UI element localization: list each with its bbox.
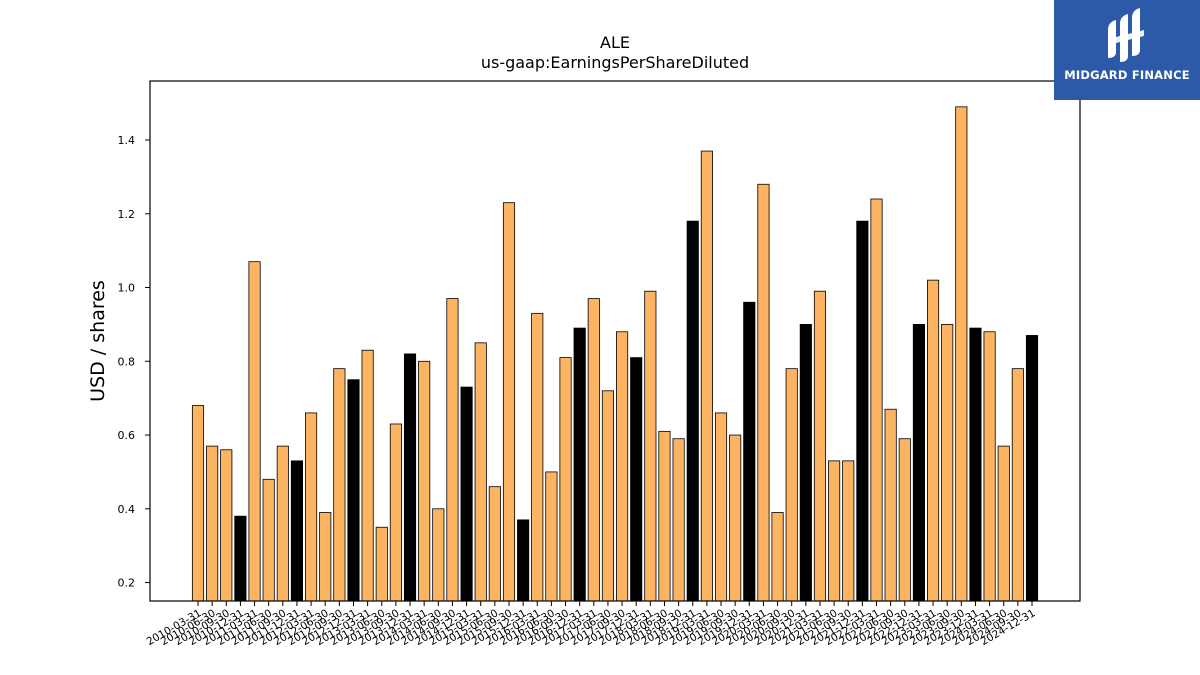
bar-2011-03-31 — [248, 261, 261, 602]
bar-2016-06-30 — [545, 471, 558, 602]
bar-2023-06-30 — [941, 323, 954, 602]
bar-2022-06-30 — [884, 408, 897, 602]
bar-2024-12-31 — [1025, 335, 1039, 602]
bar-2014-03-31 — [418, 360, 431, 602]
y-axis: 0.2 0.4 0.6 0.8 1.0 1.2 1.4 — [118, 134, 150, 590]
y-tick-label: 0.8 — [118, 355, 136, 368]
plot-frame — [149, 80, 1081, 602]
bar-2023-12-31 — [969, 327, 982, 602]
y-tick-label: 0.2 — [118, 577, 136, 590]
bar-2024-09-30 — [1011, 368, 1024, 602]
bar-2017-12-31 — [630, 357, 643, 602]
bar-2024-03-31 — [983, 331, 996, 602]
bar-2017-09-30 — [616, 331, 629, 602]
y-tick-label: 1.0 — [118, 282, 136, 295]
chart-title: ALE — [600, 33, 630, 52]
y-tick-label: 1.4 — [118, 134, 136, 147]
bar-2015-12-31 — [517, 519, 530, 602]
bar-2017-03-31 — [587, 298, 600, 602]
bar-2012-03-31 — [305, 412, 318, 602]
brand-logo: MIDGARD FINANCE — [1054, 0, 1200, 100]
chart-subtitle: us-gaap:EarningsPerShareDiluted — [481, 53, 749, 72]
bar-2013-12-31 — [403, 353, 417, 602]
bar-2010-03-31 — [191, 405, 205, 602]
bars-layer — [191, 106, 1039, 602]
bar-2023-03-31 — [927, 279, 940, 602]
bar-2016-09-30 — [559, 357, 572, 602]
bar-2015-09-30 — [502, 202, 516, 602]
bar-2012-06-30 — [319, 512, 332, 602]
bar-2015-06-30 — [488, 486, 501, 602]
bar-2016-03-31 — [531, 312, 544, 602]
midgard-logo-icon — [1108, 8, 1144, 62]
brand-name: MIDGARD FINANCE — [1064, 68, 1190, 82]
bar-2018-09-30 — [672, 438, 685, 602]
bar-2022-12-31 — [912, 323, 925, 602]
bar-2010-06-30 — [206, 445, 219, 602]
bar-2014-09-30 — [446, 298, 459, 602]
bar-2013-03-31 — [361, 349, 374, 602]
bar-2016-12-31 — [573, 327, 586, 602]
bar-2021-09-30 — [842, 460, 855, 602]
bar-2019-12-31 — [743, 301, 756, 602]
bar-2020-09-30 — [785, 368, 798, 602]
bar-2022-09-30 — [898, 438, 911, 602]
bar-2021-06-30 — [828, 460, 841, 602]
y-tick-label: 1.2 — [118, 208, 136, 221]
y-tick-label: 0.4 — [118, 503, 136, 516]
bar-2019-06-30 — [714, 412, 728, 602]
bar-2014-06-30 — [432, 508, 445, 602]
y-tick-label: 0.6 — [118, 429, 136, 442]
bar-2011-06-30 — [262, 478, 275, 602]
bar-2015-03-31 — [474, 342, 487, 602]
bar-2013-06-30 — [375, 526, 388, 602]
bar-2012-12-31 — [347, 379, 360, 602]
bar-2019-03-31 — [700, 150, 713, 602]
bar-2020-12-31 — [799, 323, 812, 602]
bar-2017-06-30 — [601, 390, 614, 602]
bar-2020-03-31 — [757, 183, 770, 602]
bar-2024-06-30 — [997, 445, 1010, 602]
bar-2022-03-31 — [870, 198, 883, 602]
bar-2010-09-30 — [220, 449, 233, 602]
bar-2018-03-31 — [644, 290, 657, 602]
bar-2012-09-30 — [333, 368, 346, 602]
bar-2023-09-30 — [955, 106, 968, 602]
bar-2021-12-31 — [856, 220, 869, 602]
bar-2020-06-30 — [771, 512, 784, 602]
bar-2019-09-30 — [729, 434, 742, 602]
y-axis-label: USD / shares — [87, 280, 109, 402]
bar-2021-03-31 — [813, 290, 827, 602]
bar-2011-09-30 — [276, 445, 289, 602]
x-axis: 2010-03-312010-06-302010-09-302010-12-31… — [145, 601, 1038, 648]
bar-2018-06-30 — [658, 430, 671, 602]
bar-2013-09-30 — [389, 423, 402, 602]
bar-2014-12-31 — [460, 386, 473, 602]
bar-2018-12-31 — [686, 220, 699, 602]
bar-2010-12-31 — [234, 515, 247, 602]
bar-2011-12-31 — [290, 460, 304, 602]
